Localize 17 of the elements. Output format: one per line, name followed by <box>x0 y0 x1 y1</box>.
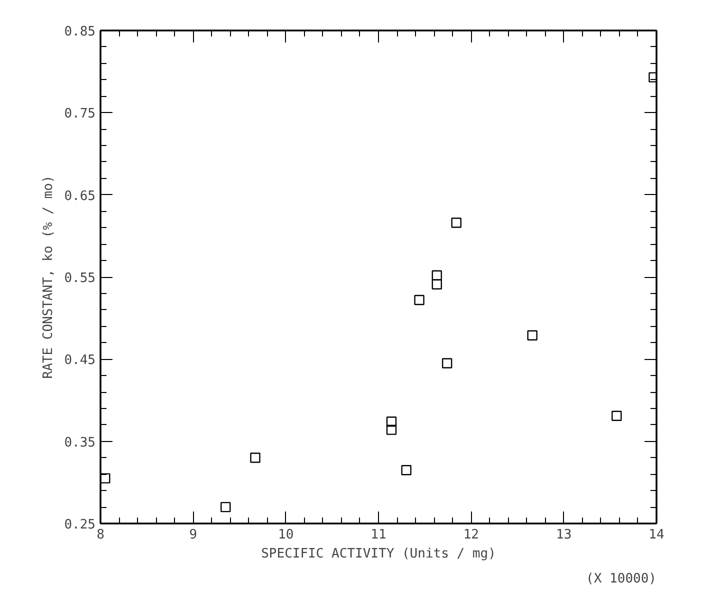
y-tick-label: 0.55 <box>64 271 96 286</box>
y-tick-label: 0.65 <box>64 188 96 204</box>
x-tick-label: 8 <box>96 528 104 542</box>
x-tick-label: 13 <box>556 528 572 542</box>
x-tick-label: 11 <box>370 528 386 542</box>
x-tick-label: 9 <box>189 528 198 542</box>
y-tick-label: 0.25 <box>64 518 96 532</box>
text: (X 10000) <box>586 572 657 586</box>
y-tick-label: 0.85 <box>64 24 96 40</box>
x-tick-label: 10 <box>278 528 294 542</box>
x-axis-title: SPECIFIC ACTIVITY (Units / mg) <box>261 546 496 562</box>
y-tick-label: 0.75 <box>64 106 96 122</box>
y-axis-title: RATE CONSTANT, ko (% / mo) <box>41 175 56 379</box>
y-tick-label: 0.35 <box>64 435 96 450</box>
x-tick-label: 12 <box>463 528 479 542</box>
x-tick-label: 14 <box>648 528 664 542</box>
y-tick-label: 0.45 <box>64 353 96 368</box>
